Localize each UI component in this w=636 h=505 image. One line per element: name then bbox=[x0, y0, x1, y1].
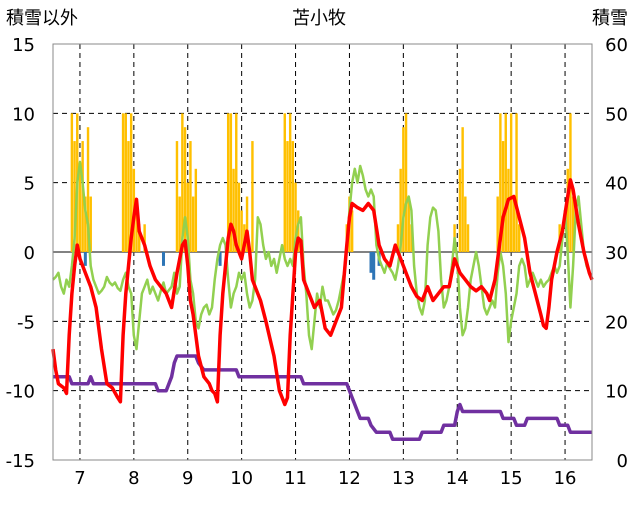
precip-bar bbox=[86, 127, 90, 252]
x-tick-label: 11 bbox=[284, 468, 307, 489]
left-tick-label: 15 bbox=[12, 35, 35, 56]
precip-bar bbox=[127, 141, 130, 252]
precip-bar bbox=[129, 113, 133, 252]
precip-bar bbox=[73, 141, 76, 252]
right-tick-label: 30 bbox=[605, 243, 628, 264]
precip-bar bbox=[70, 113, 74, 252]
precip-bar bbox=[294, 182, 297, 252]
precip-bar bbox=[410, 224, 413, 252]
precip-bar bbox=[458, 168, 462, 252]
plot-frame bbox=[52, 43, 593, 461]
left-tick-label: -5 bbox=[17, 312, 35, 333]
precip-bar bbox=[399, 168, 402, 252]
left-tick-label: -15 bbox=[6, 451, 35, 472]
chart-title: 苫小牧 bbox=[292, 8, 346, 29]
snow-depth-line bbox=[53, 354, 592, 441]
precip-bar bbox=[404, 113, 408, 252]
left-tick-label: 0 bbox=[24, 243, 35, 264]
precip-bar bbox=[566, 168, 569, 252]
precip-bar bbox=[181, 113, 184, 252]
precip-bar bbox=[350, 210, 354, 252]
precip-neg-bar bbox=[369, 252, 373, 273]
precip-bar bbox=[232, 168, 235, 252]
precip-bar bbox=[81, 141, 84, 252]
right-tick-label: 40 bbox=[605, 174, 628, 195]
left-tick-label: 5 bbox=[24, 174, 35, 195]
precip-bar bbox=[251, 141, 254, 252]
right-tick-label: 50 bbox=[605, 104, 628, 125]
precip-bar bbox=[283, 113, 286, 252]
precip-bar bbox=[396, 224, 400, 252]
right-tick-label: 20 bbox=[605, 312, 628, 333]
precip-bar bbox=[186, 182, 189, 252]
precip-bar bbox=[402, 127, 405, 252]
red-series-line bbox=[51, 178, 594, 407]
precip-bar bbox=[509, 113, 513, 252]
precip-neg-bar bbox=[372, 252, 376, 280]
right-tick-label: 10 bbox=[605, 382, 628, 403]
precip-bar bbox=[245, 196, 249, 252]
precip-bar bbox=[504, 113, 507, 252]
precip-bar bbox=[226, 113, 230, 252]
precip-bar bbox=[461, 127, 464, 252]
right-axis-label: 積雪 bbox=[592, 8, 628, 29]
x-tick-label: 13 bbox=[392, 468, 415, 489]
x-tick-label: 9 bbox=[182, 468, 193, 489]
left-axis-label: 積雪以外 bbox=[6, 8, 78, 29]
x-tick-label: 7 bbox=[74, 468, 85, 489]
precip-bar bbox=[121, 113, 125, 252]
precip-bar bbox=[191, 196, 195, 252]
precip-bar bbox=[124, 113, 127, 252]
precip-neg-bar bbox=[218, 252, 222, 266]
precip-neg-bar bbox=[83, 252, 87, 266]
precip-bar bbox=[183, 127, 187, 252]
x-tick-label: 8 bbox=[128, 468, 139, 489]
precip-bar bbox=[286, 141, 289, 252]
precip-bar bbox=[496, 196, 499, 252]
precip-bar bbox=[515, 113, 518, 252]
precip-bar bbox=[189, 141, 192, 252]
precip-bar bbox=[291, 141, 295, 252]
precip-bar bbox=[138, 224, 141, 252]
precip-bar bbox=[84, 196, 87, 252]
precip-bar bbox=[78, 168, 82, 252]
precip-bar bbox=[178, 196, 181, 252]
precip-bar bbox=[175, 141, 179, 252]
precip-bar bbox=[501, 141, 505, 252]
precip-bar bbox=[297, 210, 300, 252]
precip-bar bbox=[464, 196, 467, 252]
precip-bar bbox=[407, 196, 410, 252]
precip-bar bbox=[229, 113, 233, 252]
left-tick-label: -10 bbox=[6, 382, 35, 403]
precip-bar bbox=[240, 210, 243, 252]
precip-bar bbox=[512, 196, 516, 252]
x-tick-label: 14 bbox=[446, 468, 469, 489]
x-tick-label: 15 bbox=[500, 468, 523, 489]
left-tick-label: 10 bbox=[12, 104, 35, 125]
precip-bar bbox=[507, 168, 510, 252]
right-tick-label: 0 bbox=[617, 451, 628, 472]
precip-bar bbox=[89, 196, 92, 252]
precip-bar bbox=[518, 224, 521, 252]
precip-bar bbox=[571, 196, 575, 252]
precip-bar bbox=[288, 113, 292, 252]
x-tick-label: 16 bbox=[554, 468, 577, 489]
x-tick-label: 12 bbox=[338, 468, 361, 489]
precip-neg-bar bbox=[161, 252, 165, 266]
precip-bar bbox=[237, 182, 241, 252]
precip-bar bbox=[235, 113, 238, 252]
precip-bar bbox=[194, 168, 198, 252]
precip-bar bbox=[466, 224, 470, 252]
x-tick-label: 10 bbox=[230, 468, 253, 489]
precip-bar bbox=[135, 210, 138, 252]
precip-bar bbox=[143, 224, 146, 252]
right-tick-label: 60 bbox=[605, 35, 628, 56]
green-series-line bbox=[52, 160, 594, 351]
line-layer bbox=[51, 160, 594, 441]
precip-bar bbox=[499, 113, 502, 252]
bar-layer bbox=[70, 113, 575, 280]
